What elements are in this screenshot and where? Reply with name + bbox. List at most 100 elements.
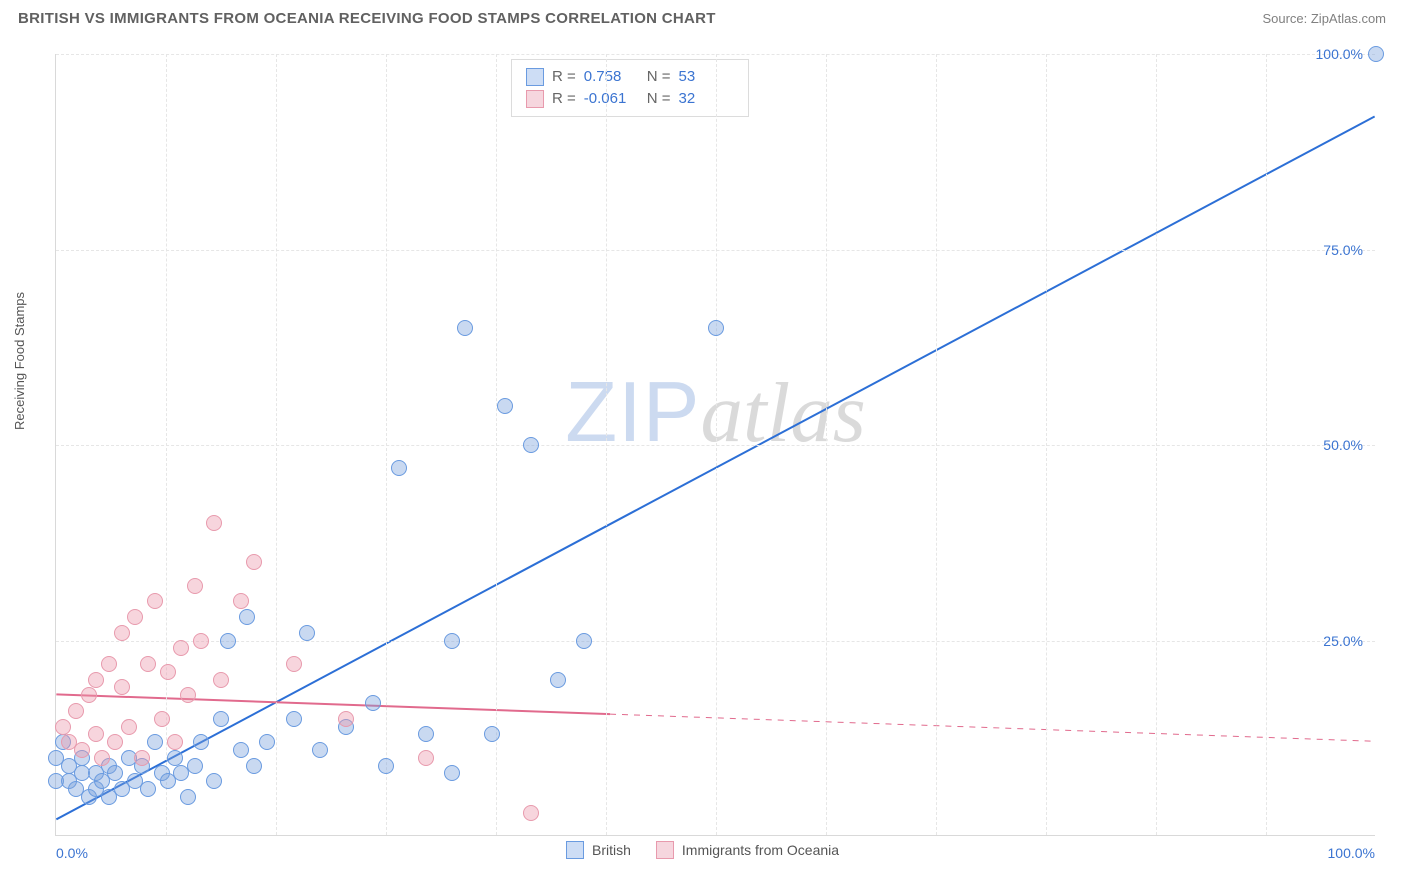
data-point-british: [193, 734, 209, 750]
data-point-oceania: [121, 719, 137, 735]
series-legend: British Immigrants from Oceania: [566, 841, 839, 859]
x-tick-0: 0.0%: [56, 845, 88, 861]
data-point-british: [457, 320, 473, 336]
data-point-oceania: [94, 750, 110, 766]
swatch-oceania: [656, 841, 674, 859]
source-label: Source: ZipAtlas.com: [1262, 11, 1386, 26]
watermark-zip: ZIP: [565, 365, 700, 460]
data-point-british: [365, 695, 381, 711]
data-point-british: [140, 781, 156, 797]
data-point-british: [246, 758, 262, 774]
data-point-british: [206, 773, 222, 789]
y-tick-label: 50.0%: [1323, 437, 1363, 453]
swatch-british: [526, 68, 544, 86]
data-point-oceania: [523, 805, 539, 821]
swatch-british: [566, 841, 584, 859]
gridline-v: [716, 54, 717, 835]
legend-label-british: British: [592, 842, 631, 858]
data-point-british: [484, 726, 500, 742]
data-point-british: [167, 750, 183, 766]
data-point-oceania: [127, 609, 143, 625]
chart-title: BRITISH VS IMMIGRANTS FROM OCEANIA RECEI…: [18, 10, 716, 27]
data-point-british: [708, 320, 724, 336]
data-point-british: [576, 633, 592, 649]
data-point-oceania: [88, 672, 104, 688]
data-point-british: [107, 765, 123, 781]
y-tick-label: 75.0%: [1323, 242, 1363, 258]
data-point-british: [233, 742, 249, 758]
data-point-oceania: [114, 625, 130, 641]
x-tick-100: 100.0%: [1328, 845, 1375, 861]
data-point-british: [550, 672, 566, 688]
data-point-british: [378, 758, 394, 774]
data-point-oceania: [160, 664, 176, 680]
y-tick-label: 100.0%: [1316, 46, 1363, 62]
plot-area: ZIPatlas R = 0.758 N = 53 R = -0.061 N =…: [55, 54, 1375, 836]
gridline-v: [826, 54, 827, 835]
gridline-v: [496, 54, 497, 835]
data-point-british: [523, 437, 539, 453]
data-point-oceania: [418, 750, 434, 766]
data-point-british: [213, 711, 229, 727]
gridline-v: [606, 54, 607, 835]
data-point-oceania: [134, 750, 150, 766]
legend-item-british: British: [566, 841, 631, 859]
gridline-v: [276, 54, 277, 835]
data-point-oceania: [213, 672, 229, 688]
data-point-british: [312, 742, 328, 758]
data-point-oceania: [81, 687, 97, 703]
data-point-oceania: [206, 515, 222, 531]
swatch-oceania: [526, 90, 544, 108]
data-point-oceania: [173, 640, 189, 656]
data-point-oceania: [167, 734, 183, 750]
watermark-atlas: atlas: [700, 366, 865, 460]
data-point-british: [286, 711, 302, 727]
data-point-british: [444, 633, 460, 649]
data-point-oceania: [107, 734, 123, 750]
n-label: N =: [647, 66, 671, 88]
y-axis-label: Receiving Food Stamps: [12, 292, 27, 430]
data-point-oceania: [140, 656, 156, 672]
data-point-british: [418, 726, 434, 742]
trendline-dashed-oceania: [610, 714, 1375, 741]
data-point-british: [220, 633, 236, 649]
gridline-v: [1266, 54, 1267, 835]
r-label: R =: [552, 66, 576, 88]
legend-item-oceania: Immigrants from Oceania: [656, 841, 839, 859]
data-point-oceania: [246, 554, 262, 570]
data-point-british: [259, 734, 275, 750]
data-point-british: [147, 734, 163, 750]
y-tick-label: 25.0%: [1323, 633, 1363, 649]
data-point-british: [239, 609, 255, 625]
data-point-oceania: [193, 633, 209, 649]
correlation-legend: R = 0.758 N = 53 R = -0.061 N = 32: [511, 59, 749, 117]
n-label: N =: [647, 88, 671, 110]
data-point-oceania: [55, 719, 71, 735]
data-point-british: [299, 625, 315, 641]
data-point-british: [180, 789, 196, 805]
n-value-british: 53: [679, 66, 734, 88]
gridline-v: [1046, 54, 1047, 835]
data-point-oceania: [338, 711, 354, 727]
data-point-oceania: [154, 711, 170, 727]
r-label: R =: [552, 88, 576, 110]
legend-row-british: R = 0.758 N = 53: [526, 66, 734, 88]
data-point-oceania: [101, 656, 117, 672]
data-point-oceania: [180, 687, 196, 703]
data-point-oceania: [233, 593, 249, 609]
data-point-oceania: [286, 656, 302, 672]
data-point-oceania: [114, 679, 130, 695]
data-point-british: [1368, 46, 1384, 62]
data-point-oceania: [147, 593, 163, 609]
legend-row-oceania: R = -0.061 N = 32: [526, 88, 734, 110]
data-point-oceania: [68, 703, 84, 719]
data-point-british: [391, 460, 407, 476]
data-point-oceania: [74, 742, 90, 758]
gridline-v: [386, 54, 387, 835]
data-point-british: [444, 765, 460, 781]
data-point-oceania: [88, 726, 104, 742]
r-value-british: 0.758: [584, 66, 639, 88]
trendline-oceania: [56, 694, 610, 714]
gridline-v: [1156, 54, 1157, 835]
r-value-oceania: -0.061: [584, 88, 639, 110]
